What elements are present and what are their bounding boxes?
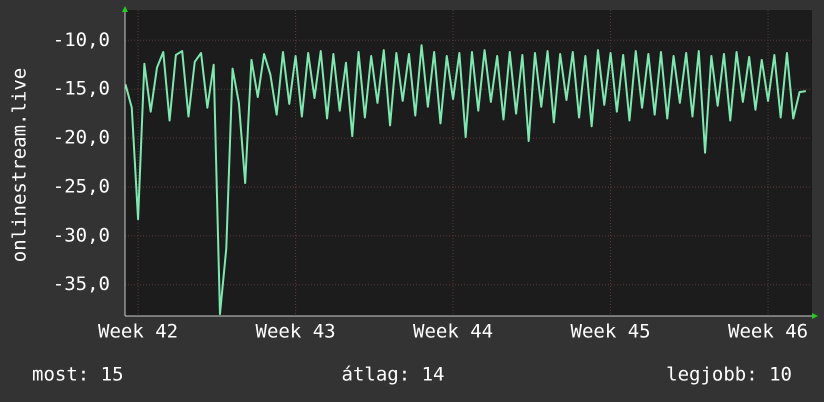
y-tick-label: -20,0 xyxy=(53,127,110,149)
x-tick-label: Week 43 xyxy=(256,321,336,343)
footer-best: legjobb: 10 xyxy=(666,364,792,386)
data-line xyxy=(124,44,807,316)
x-tick-label: Week 42 xyxy=(98,321,178,343)
marks xyxy=(124,44,807,316)
footer-current: most: 15 xyxy=(32,364,124,386)
y-tick-label: -30,0 xyxy=(53,224,110,246)
grid xyxy=(125,10,812,316)
y-axis-label: onlinestream.live xyxy=(9,68,31,262)
y-tick-label: -25,0 xyxy=(53,175,110,197)
y-tick-label: -10,0 xyxy=(53,29,110,51)
y-axis-arrow xyxy=(122,6,128,12)
x-axis-arrow xyxy=(812,313,818,319)
plot-area xyxy=(125,10,812,316)
x-tick-label: Week 45 xyxy=(571,321,651,343)
y-tick-label: -35,0 xyxy=(53,273,110,295)
x-tick-label: Week 44 xyxy=(413,321,493,343)
y-tick-label: -15,0 xyxy=(53,78,110,100)
footer-average: átlag: 14 xyxy=(342,364,445,386)
x-tick-label: Week 46 xyxy=(728,321,808,343)
